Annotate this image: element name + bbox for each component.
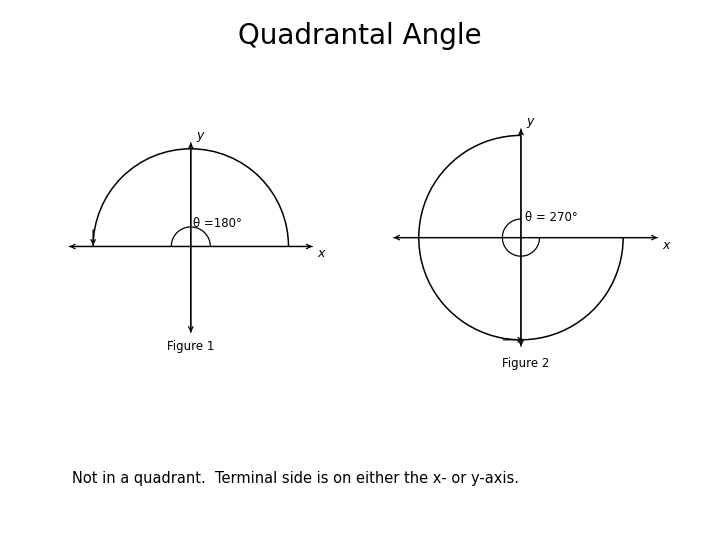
Text: y: y [196,129,204,142]
Text: Figure 2: Figure 2 [502,356,549,369]
Text: Not in a quadrant.  Terminal side is on either the x- or y-axis.: Not in a quadrant. Terminal side is on e… [72,471,519,486]
Text: y: y [526,115,534,128]
Text: θ = 270°: θ = 270° [525,211,577,224]
Text: θ =180°: θ =180° [192,218,241,231]
Text: x: x [662,239,670,252]
Text: Quadrantal Angle: Quadrantal Angle [238,22,482,50]
Text: Figure 1: Figure 1 [167,340,215,353]
Text: x: x [317,247,324,260]
